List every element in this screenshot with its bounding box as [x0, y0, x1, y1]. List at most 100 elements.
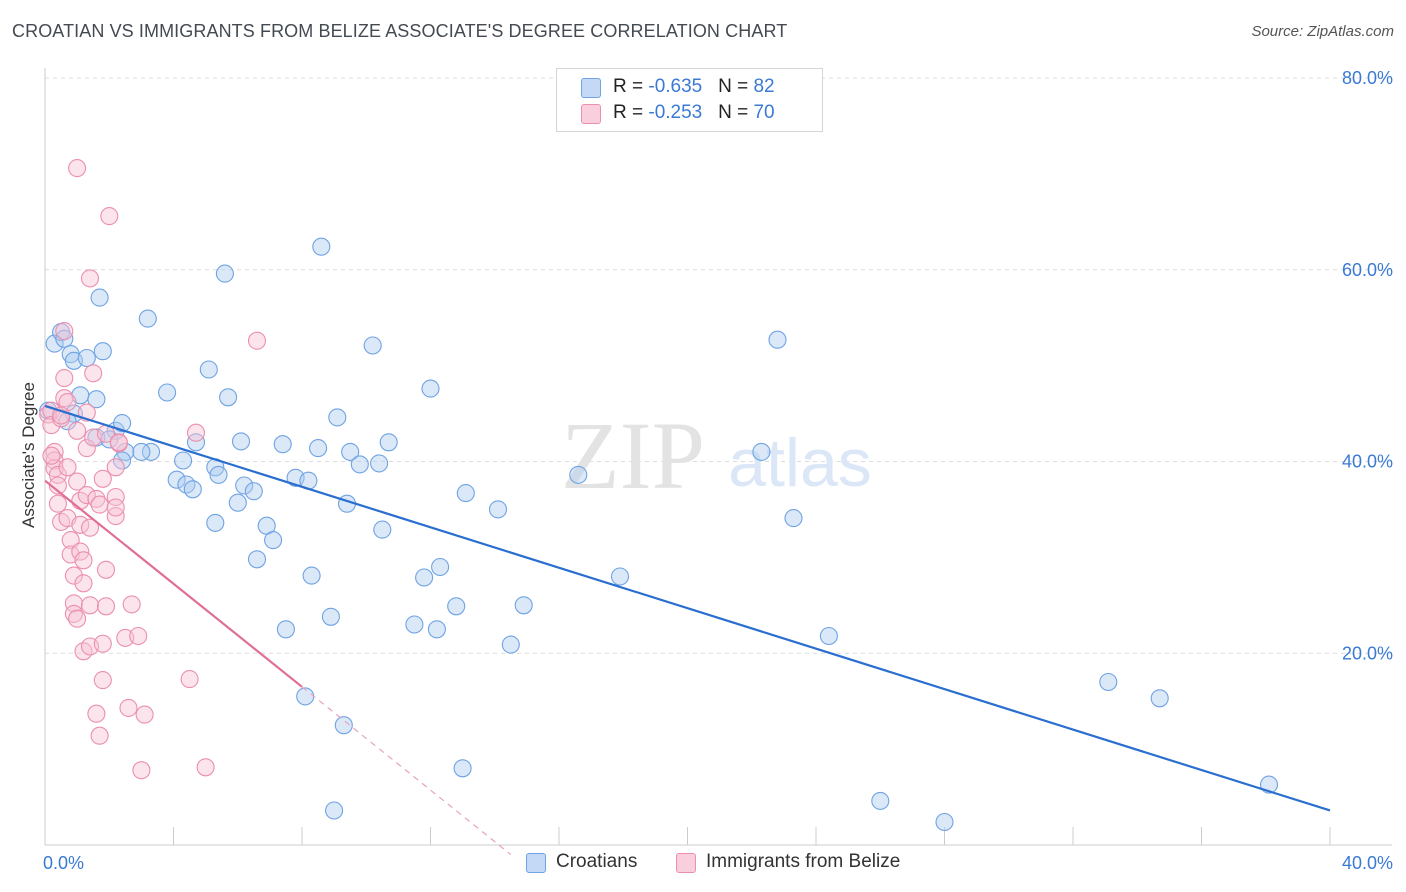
croatians-point — [264, 531, 283, 550]
belize-point — [90, 495, 109, 514]
croatians-point — [276, 620, 295, 639]
croatians-point — [431, 557, 450, 577]
belize-point — [68, 609, 87, 628]
belize-point — [93, 634, 112, 653]
legend-r-value: -0.253 — [648, 102, 703, 123]
trend-lines — [44, 404, 1331, 856]
croatians-point — [501, 635, 520, 654]
belize-point — [129, 626, 148, 646]
croatians-point — [569, 465, 588, 484]
series-legend: Croatians Immigrants from Belize — [0, 851, 1406, 879]
croatians-point — [871, 791, 890, 810]
croatians-point — [113, 414, 132, 433]
legend-r-label: R = — [613, 76, 649, 97]
belize-point — [64, 566, 83, 585]
belize-point — [122, 595, 141, 614]
y-tick-label: 60.0% — [1342, 260, 1393, 280]
y-axis-label: Associate's Degree — [19, 382, 38, 528]
croatians-point — [514, 596, 533, 615]
legend-n-value: 70 — [753, 102, 775, 123]
belize-point — [119, 698, 138, 717]
croatians-point — [167, 470, 186, 489]
croatians-point — [610, 567, 630, 586]
belize-point — [186, 423, 206, 442]
croatians-point — [363, 336, 382, 355]
croatians-point — [456, 484, 475, 503]
croatians-point — [819, 626, 838, 646]
legend-text-croatians: R = -0.635 N = 82 — [613, 76, 775, 98]
croatians-point — [273, 435, 292, 454]
belize-point — [74, 574, 93, 593]
legend-n-label: N = — [718, 76, 754, 97]
tick-labels: 20.0% 40.0% 60.0% 80.0% 0.0% 40.0% — [43, 68, 1393, 873]
belize-point — [93, 671, 112, 690]
belize-point — [42, 446, 61, 465]
croatians-point — [138, 309, 157, 328]
croatians-point — [325, 801, 344, 820]
croatians-point — [90, 288, 109, 307]
belize-point — [55, 322, 74, 341]
croatians-points — [39, 237, 1279, 832]
croatians-point — [174, 451, 193, 470]
croatians-point — [421, 379, 440, 398]
croatians-point — [935, 812, 954, 832]
legend-n-value: 82 — [753, 76, 775, 97]
croatians-point — [77, 348, 96, 368]
croatians-point — [93, 342, 112, 361]
belize-point — [42, 416, 61, 435]
belize-trend-line — [44, 479, 303, 688]
y-tick-label: 20.0% — [1342, 643, 1393, 663]
croatians-point — [219, 388, 238, 407]
belize-point — [64, 604, 83, 623]
axes — [44, 68, 1392, 846]
belize-point — [48, 494, 67, 513]
belize-point — [74, 551, 93, 570]
croatians-point — [370, 454, 389, 473]
grid-lines — [45, 77, 1392, 654]
belize-point — [64, 594, 83, 613]
croatians-point — [1150, 689, 1169, 708]
croatians-point — [113, 451, 132, 470]
belize-point — [247, 331, 267, 350]
croatians-point — [158, 383, 177, 402]
croatians-point — [453, 759, 472, 778]
belize-point — [68, 421, 87, 440]
croatians-point — [132, 442, 151, 461]
croatians-point — [488, 500, 508, 519]
belize-point — [80, 269, 100, 288]
belize-point — [68, 159, 87, 178]
belize-point — [55, 369, 74, 388]
croatians-point — [405, 615, 424, 634]
croatians-point — [373, 520, 392, 539]
belize-point — [68, 472, 87, 491]
croatians-point — [45, 334, 64, 353]
belize-point — [84, 364, 103, 383]
belize-point — [109, 433, 128, 452]
croatians-point — [784, 509, 803, 528]
croatians-point — [206, 513, 225, 532]
croatians-point — [215, 264, 234, 283]
croatians-point — [183, 480, 202, 499]
legend-swatch-croatians — [526, 853, 546, 873]
croatians-point — [228, 493, 247, 512]
watermark-atlas: atlas — [728, 425, 872, 501]
croatians-point — [235, 476, 254, 495]
legend-label-belize: Immigrants from Belize — [706, 851, 901, 872]
croatians-point — [141, 442, 161, 461]
legend-swatch-belize — [676, 853, 696, 873]
y-tick-label: 40.0% — [1342, 452, 1393, 472]
belize-point — [96, 560, 116, 579]
croatians-point — [231, 432, 251, 451]
x-tick-label: 0.0% — [43, 853, 84, 873]
croatians-point — [247, 550, 267, 569]
croatians-trend-line — [44, 404, 1331, 812]
belize-point — [196, 758, 215, 777]
croatians-point — [209, 465, 228, 484]
y-tick-label: 80.0% — [1342, 68, 1393, 88]
croatians-point — [415, 568, 434, 587]
chart-source: Source: ZipAtlas.com — [1251, 23, 1394, 40]
croatians-point — [334, 716, 353, 735]
legend-text-belize: R = -0.253 N = 70 — [613, 102, 775, 124]
croatians-point — [341, 442, 360, 461]
